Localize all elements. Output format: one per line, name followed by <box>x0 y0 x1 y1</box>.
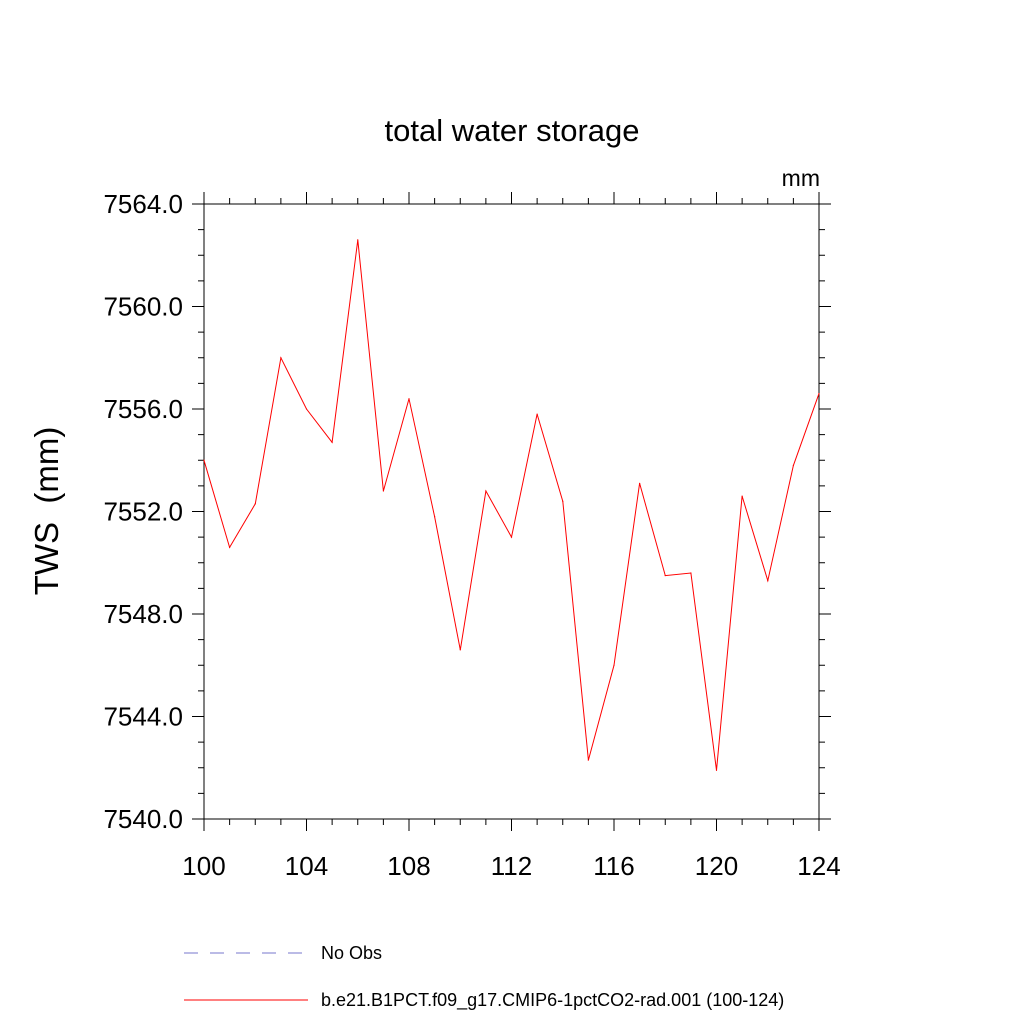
data-point <box>664 574 666 577</box>
y-tick-label: 7564.0 <box>103 189 183 219</box>
y-tick-label: 7548.0 <box>103 599 183 629</box>
y-tick-label: 7544.0 <box>103 702 183 732</box>
data-point <box>767 580 769 582</box>
data-point <box>203 459 205 461</box>
data-point <box>485 490 487 492</box>
data-point <box>613 664 615 666</box>
data-point <box>587 759 589 761</box>
x-tick-label: 124 <box>797 851 840 881</box>
data-point <box>434 516 436 518</box>
x-tick-label: 112 <box>491 851 532 881</box>
data-point <box>510 536 513 538</box>
chart-title: total water storage <box>384 113 639 148</box>
x-tick-label: 116 <box>593 851 634 881</box>
data-point <box>690 572 692 574</box>
data-point <box>305 408 308 410</box>
series-points <box>203 239 820 771</box>
legend: No Obs b.e21.B1PCT.f09_g17.CMIP6-1pctCO2… <box>184 943 784 1011</box>
y-tick-label: 7540.0 <box>103 804 183 834</box>
series-line <box>203 239 820 771</box>
data-point <box>639 482 641 484</box>
data-point <box>229 546 231 548</box>
data-point <box>331 441 333 443</box>
y-tick-label: 7560.0 <box>103 292 183 322</box>
y-tick-label: 7556.0 <box>103 394 183 424</box>
x-ticks <box>203 192 820 831</box>
data-point <box>715 769 718 771</box>
data-point <box>357 239 359 241</box>
data-point <box>408 398 410 400</box>
y-ticks <box>192 203 831 820</box>
y-axis-label: TWS (mm) <box>28 427 65 596</box>
data-point <box>562 500 564 502</box>
plot-frame <box>203 203 820 820</box>
data-point <box>741 495 743 497</box>
x-tick-label: 120 <box>695 851 738 881</box>
data-point <box>536 413 538 415</box>
data-point <box>818 393 820 395</box>
data-point <box>254 503 256 505</box>
x-tick-label: 104 <box>285 851 328 881</box>
y-tick-label: 7552.0 <box>103 497 183 527</box>
data-point <box>280 357 282 359</box>
x-tick-label: 108 <box>387 851 430 881</box>
x-tick-labels: 100 104 108 112 116 120 124 <box>182 851 840 881</box>
x-tick-label: 100 <box>182 851 225 881</box>
units-label: mm <box>782 165 820 191</box>
legend-label-model: b.e21.B1PCT.f09_g17.CMIP6-1pctCO2-rad.00… <box>321 990 784 1011</box>
data-point <box>792 464 794 466</box>
legend-label-no-obs: No Obs <box>321 943 382 963</box>
y-tick-labels: 7540.0 7544.0 7548.0 7552.0 7556.0 7560.0 7564… <box>103 189 183 834</box>
data-point <box>382 490 384 492</box>
data-point <box>459 649 461 651</box>
